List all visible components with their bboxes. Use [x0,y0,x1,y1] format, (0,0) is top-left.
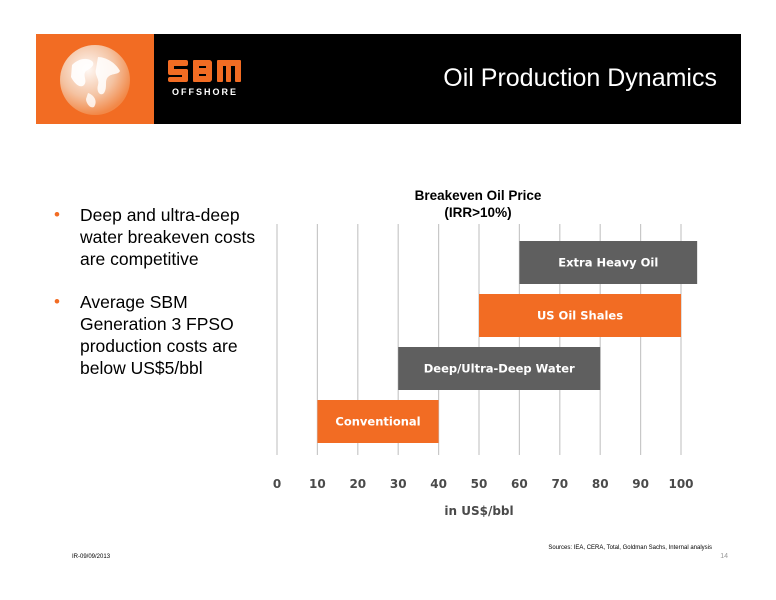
x-tick-label: 40 [430,477,447,491]
x-tick-label: 100 [668,477,693,491]
page-title: Oil Production Dynamics [443,64,717,92]
chart-title-line1: Breakeven Oil Price [414,188,542,203]
bullet-dot-icon: • [54,292,60,311]
x-tick-label: 0 [273,477,281,491]
header-bar: OFFSHORE Oil Production Dynamics [36,34,741,124]
x-axis-title: in US$/bbl [444,504,513,518]
bullet-dot-icon: • [54,205,60,224]
x-tick-label: 20 [349,477,366,491]
header-orange-panel [36,34,154,124]
bar-label: Conventional [335,415,420,429]
x-tick-label: 30 [390,477,407,491]
bar [479,294,681,337]
x-tick-label: 50 [471,477,488,491]
bar-label: Extra Heavy Oil [558,256,658,270]
x-tick-label: 80 [592,477,609,491]
bullet-item: • Average SBM Generation 3 FPSO producti… [54,291,269,379]
bullet-text: Average SBM Generation 3 FPSO production… [80,292,238,378]
bullet-text: Deep and ultra-deep water breakeven cost… [80,205,256,269]
chart-title: Breakeven Oil Price (IRR>10%) [388,187,568,221]
chart-title-line2: (IRR>10%) [444,205,512,220]
bar [519,241,698,284]
sources-note: Sources: IEA, CERA, Total, Goldman Sachs… [548,545,712,551]
bar [398,347,601,390]
bullet-list: • Deep and ultra-deep water breakeven co… [54,204,269,400]
x-tick-label: 90 [632,477,649,491]
page-number: 14 [720,553,728,560]
bar [317,400,439,443]
logo-offshore-text: OFFSHORE [172,87,239,97]
bullet-item: • Deep and ultra-deep water breakeven co… [54,204,269,270]
document-code: IR-09/09/2013 [72,554,111,560]
bar-label: Deep/Ultra-Deep Water [424,362,575,376]
x-tick-label: 10 [309,477,326,491]
bar-label: US Oil Shales [537,309,623,323]
x-tick-label: 70 [551,477,568,491]
sbm-logo-icon [168,60,241,82]
x-tick-label: 60 [511,477,528,491]
globe-icon [60,45,130,115]
